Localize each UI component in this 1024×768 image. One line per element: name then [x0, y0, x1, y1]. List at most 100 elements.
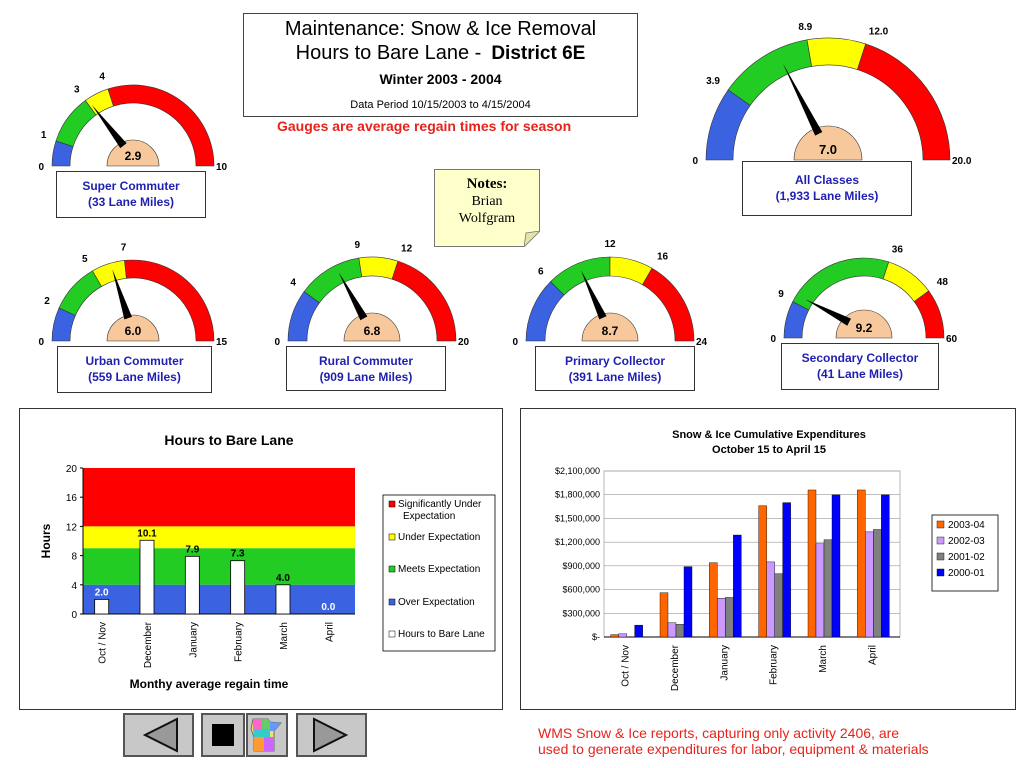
stop-square-icon: [212, 724, 234, 746]
gauge-band: [913, 290, 945, 339]
gauge-band: [391, 260, 457, 342]
notes-line1: Brian: [471, 194, 503, 209]
legend-swatch: [936, 520, 945, 529]
y-tick-label: $1,500,000: [555, 513, 600, 523]
expenditures-chart: Snow & Ice Cumulative Expenditures Octobe…: [555, 429, 999, 691]
gauge-miles: (33 Lane Miles): [87, 195, 175, 209]
y-tick-label: $900,000: [562, 561, 600, 571]
expenditure-bar: [675, 624, 685, 638]
hours-bar: [94, 598, 110, 615]
report-subtitle: Hours to Bare Lane - District 6E: [244, 41, 637, 66]
gauge-band: [358, 256, 399, 280]
gauge-tick-label: 5: [82, 254, 88, 265]
gauges-subtitle: Gauges are average regain times for seas…: [277, 118, 572, 134]
gauge-miles: (41 Lane Miles): [816, 367, 904, 381]
legend-label: 2000-01: [948, 568, 985, 579]
gauge-tick-label: 0: [38, 162, 44, 173]
gauge-name: Urban Commuter: [85, 354, 184, 368]
gauge-value: 6.8: [364, 324, 381, 338]
gauge-tick-label: 12.0: [869, 26, 889, 37]
footer-note: WMS Snow & Ice reports, capturing only a…: [538, 725, 929, 757]
gauge-tick-label: 8.9: [798, 22, 812, 33]
bar-data-label: 7.9: [185, 544, 199, 555]
gauge-needle: [91, 105, 127, 149]
expenditure-bar: [717, 598, 726, 638]
map-button[interactable]: [246, 713, 288, 757]
legend-box: [382, 494, 496, 652]
gauge-tick-label: 4: [99, 71, 105, 82]
bar-data-label: 0.0: [321, 602, 335, 613]
expenditure-bar: [865, 531, 874, 638]
gauge-tick-label: 24: [696, 337, 708, 348]
x-tick-label: April: [867, 645, 878, 665]
legend-label: 2002-03: [948, 536, 985, 547]
gauge-tick-label: 3.9: [706, 76, 720, 87]
gauge-value: 9.2: [856, 321, 873, 335]
expenditure-bar: [610, 634, 619, 638]
chart-title: Hours to Bare Lane: [164, 432, 293, 448]
y-tick-label: 20: [66, 464, 78, 475]
gauge-secondary-collector: 9.2 0 9 36 48 60: [770, 244, 957, 345]
expenditure-bar: [857, 489, 866, 638]
legend-label: 2003-04: [948, 520, 985, 531]
gauge-tick-label: 36: [892, 244, 904, 255]
y-tick-label: 12: [66, 522, 78, 533]
bar-data-label: 4.0: [276, 573, 290, 584]
title-box: Maintenance: Snow & Ice Removal Hours to…: [243, 13, 638, 117]
y-tick-label: $1,200,000: [555, 537, 600, 547]
hours-to-bare-lane-label: Hours to Bare Lane -: [295, 42, 482, 64]
gauge-name: Super Commuter: [82, 179, 180, 193]
expenditure-bar: [774, 573, 783, 638]
bar-data-label: 10.1: [137, 528, 157, 539]
expenditure-bar: [807, 489, 817, 638]
chart-subtitle: October 15 to April 15: [712, 444, 826, 456]
gauge-miles: (391 Lane Miles): [568, 370, 662, 384]
gauge-needle: [581, 270, 607, 320]
stop-button[interactable]: [201, 713, 245, 757]
gauge-label-urban-commuter: Urban Commuter (559 Lane Miles): [57, 346, 212, 393]
hours-chart-panel: Hours to Bare Lane 0 4 8 12 16 20 Hours 2.0 Oct /…: [19, 408, 503, 710]
notes-line2: Wolfgram: [458, 211, 516, 226]
expenditures-legend: 2003-04 2002-03 2001-02 2000-01: [931, 514, 999, 592]
expenditure-bar: [823, 539, 833, 638]
gauge-tick-label: 4: [290, 278, 296, 289]
district-label: District 6E: [491, 43, 586, 64]
expenditure-bar: [766, 561, 775, 638]
gauge-tick-label: 2: [44, 296, 50, 307]
gauge-band: [792, 257, 890, 311]
x-tick-label: April: [324, 622, 335, 642]
gauge-tick-label: 0: [38, 337, 44, 348]
hours-to-bare-lane-chart: Hours to Bare Lane 0 4 8 12 16 20 Hours 2.0 Oct /…: [39, 432, 496, 691]
x-tick-label: February: [234, 622, 245, 662]
x-tick-label: March: [818, 645, 829, 673]
expenditure-bar: [831, 494, 841, 638]
plot-area: [603, 470, 901, 638]
expenditures-chart-panel: Snow & Ice Cumulative Expenditures Octobe…: [520, 408, 1016, 710]
previous-button[interactable]: [123, 713, 194, 757]
gauge-value: 6.0: [125, 324, 142, 338]
gauge-band: [58, 270, 102, 316]
gauge-hub: [106, 314, 160, 342]
legend-label: Under Expectation: [398, 532, 480, 543]
gauge-tick-label: 16: [657, 252, 669, 263]
gauge-label-super-commuter: Super Commuter (33 Lane Miles): [56, 171, 206, 218]
left-triangle-icon: [142, 717, 178, 753]
gauge-label-primary-collector: Primary Collector (391 Lane Miles): [535, 346, 695, 391]
gauge-label-rural-commuter: Rural Commuter (909 Lane Miles): [286, 346, 446, 391]
right-triangle-icon: [313, 717, 349, 753]
gauge-band: [642, 267, 695, 342]
gauge-hub: [835, 309, 893, 339]
gauge-super-commuter: 2.9 0 1 3 4 10: [38, 71, 227, 173]
expenditure-bar: [667, 622, 677, 638]
winter-label: Winter 2003 - 2004: [379, 71, 502, 87]
next-button[interactable]: [296, 713, 367, 757]
footer-note-line1: WMS Snow & Ice reports, capturing only a…: [538, 725, 900, 741]
gauge-miles: (559 Lane Miles): [88, 370, 181, 384]
gauge-urban-commuter: 6.0 0 2 5 7 15: [38, 242, 227, 348]
notes-title: Notes:: [466, 176, 508, 192]
gauge-label-all-classes: All Classes (1,933 Lane Miles): [742, 161, 912, 216]
bar-data-label: 2.0: [95, 587, 109, 598]
legend-swatch: [388, 565, 396, 573]
gauges-layer: 2.9 0 1 3 4 10 7.0 0 3.9 8.9 12.0 20.0 6.0 0 2 5 7 15 6.8 0…: [38, 22, 971, 348]
